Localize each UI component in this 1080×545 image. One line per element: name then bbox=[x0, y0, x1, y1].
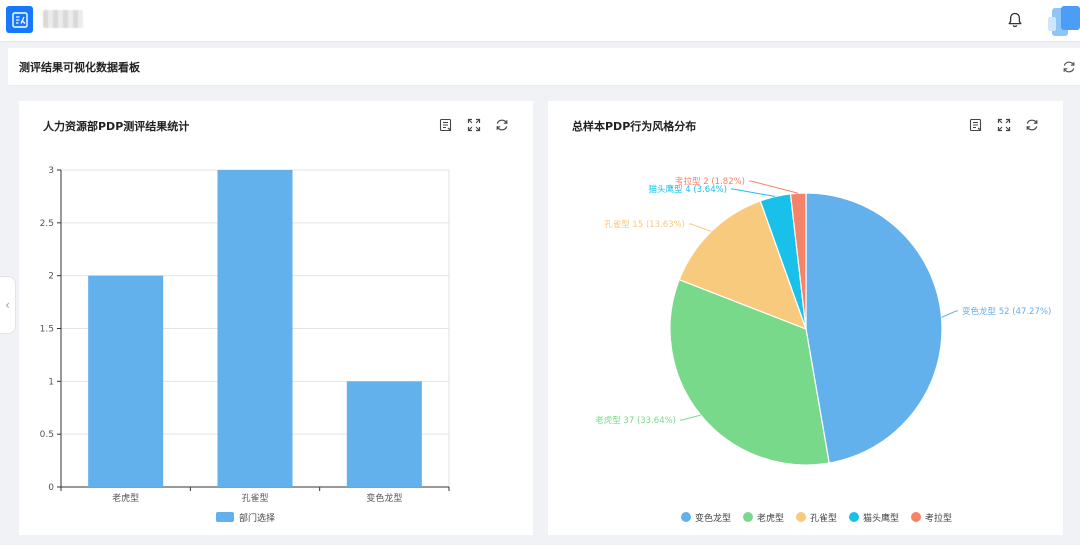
avatar[interactable] bbox=[1048, 3, 1080, 39]
legend-item: 部门选择 bbox=[216, 512, 275, 524]
legend-item: 变色龙型 bbox=[681, 512, 731, 524]
chevron-left-icon: ‹ bbox=[5, 298, 10, 312]
pie-chart-title: 总样本PDP行为风格分布 bbox=[572, 120, 697, 133]
y-tick-label: 1.5 bbox=[40, 325, 54, 335]
refresh-icon[interactable] bbox=[1062, 59, 1076, 73]
bar-chart-title: 人力资源部PDP测评结果统计 bbox=[43, 120, 190, 133]
legend-label: 考拉型 bbox=[925, 512, 952, 524]
legend-item: 老虎型 bbox=[743, 512, 784, 524]
legend-swatch bbox=[849, 512, 859, 522]
pie-label: 考拉型 2 (1.82%) bbox=[675, 176, 745, 187]
pie-chart-card: 总样本PDP行为风格分布 变色龙型 52 (47.27%) 老虎型 37 (33.… bbox=[548, 101, 1063, 535]
y-tick-label: 0.5 bbox=[40, 430, 54, 440]
legend-swatch bbox=[796, 512, 806, 522]
legend-item: 猫头鹰型 bbox=[849, 512, 899, 524]
dashboard-header: 测评结果可视化数据看板 bbox=[8, 48, 1080, 86]
x-tick-label: 孔雀型 bbox=[241, 492, 268, 504]
legend-label: 老虎型 bbox=[757, 512, 784, 524]
x-tick-label: 老虎型 bbox=[112, 492, 139, 504]
legend-swatch bbox=[911, 512, 921, 522]
legend-label: 猫头鹰型 bbox=[863, 512, 899, 524]
pie-label-line bbox=[680, 414, 701, 421]
fullscreen-icon[interactable] bbox=[467, 117, 481, 132]
legend-item: 孔雀型 bbox=[796, 512, 837, 524]
refresh-icon[interactable] bbox=[495, 117, 509, 131]
pie-label-line bbox=[941, 310, 958, 318]
bar bbox=[346, 381, 422, 487]
pie-label: 老虎型 37 (33.64%) bbox=[595, 415, 676, 426]
y-tick-label: 1 bbox=[48, 377, 54, 387]
pie-label-line bbox=[689, 223, 712, 232]
pie-chart-toolbar bbox=[969, 117, 1039, 132]
report-logo-icon[interactable] bbox=[6, 6, 33, 33]
x-tick-label: 变色龙型 bbox=[366, 492, 402, 504]
pie-chart: 变色龙型 52 (47.27%) 老虎型 37 (33.64%) 孔雀型 15 (1… bbox=[595, 176, 1051, 524]
y-tick-label: 0 bbox=[48, 483, 54, 493]
bar bbox=[88, 275, 164, 487]
pie-label: 猫头鹰型 4 (3.64%) bbox=[649, 184, 727, 195]
pie-label-line bbox=[731, 188, 776, 198]
legend-label: 变色龙型 bbox=[695, 512, 731, 524]
bar-chart-toolbar bbox=[439, 117, 509, 132]
pie-slice bbox=[805, 192, 943, 464]
fullscreen-icon[interactable] bbox=[997, 117, 1011, 132]
detail-icon[interactable] bbox=[969, 117, 983, 132]
legend-swatch bbox=[743, 512, 753, 522]
refresh-icon[interactable] bbox=[1025, 117, 1039, 131]
legend-swatch bbox=[216, 512, 234, 522]
legend-label: 孔雀型 bbox=[810, 512, 837, 524]
pie-label-line bbox=[749, 180, 799, 194]
sidebar-toggle[interactable]: ‹ bbox=[0, 276, 16, 334]
detail-icon[interactable] bbox=[439, 117, 453, 132]
legend-swatch bbox=[681, 512, 691, 522]
bar-chart-card: 人力资源部PDP测评结果统计 0 0.5 1 1.5 2 2.5 3 老虎型 孔雀型 变色龙型部门… bbox=[19, 101, 533, 535]
blurred-app-name bbox=[43, 10, 83, 28]
legend-item: 考拉型 bbox=[911, 512, 952, 524]
top-bar bbox=[0, 0, 1080, 42]
pie-label: 变色龙型 52 (47.27%) bbox=[962, 306, 1051, 317]
bar bbox=[217, 170, 293, 487]
legend-label: 部门选择 bbox=[239, 512, 275, 524]
bell-icon[interactable] bbox=[1006, 11, 1024, 29]
y-tick-label: 2.5 bbox=[40, 219, 54, 229]
y-tick-label: 2 bbox=[48, 272, 54, 282]
y-tick-label: 3 bbox=[48, 166, 54, 176]
pie-label: 孔雀型 15 (13.63%) bbox=[604, 219, 685, 230]
page-title: 测评结果可视化数据看板 bbox=[19, 61, 140, 74]
